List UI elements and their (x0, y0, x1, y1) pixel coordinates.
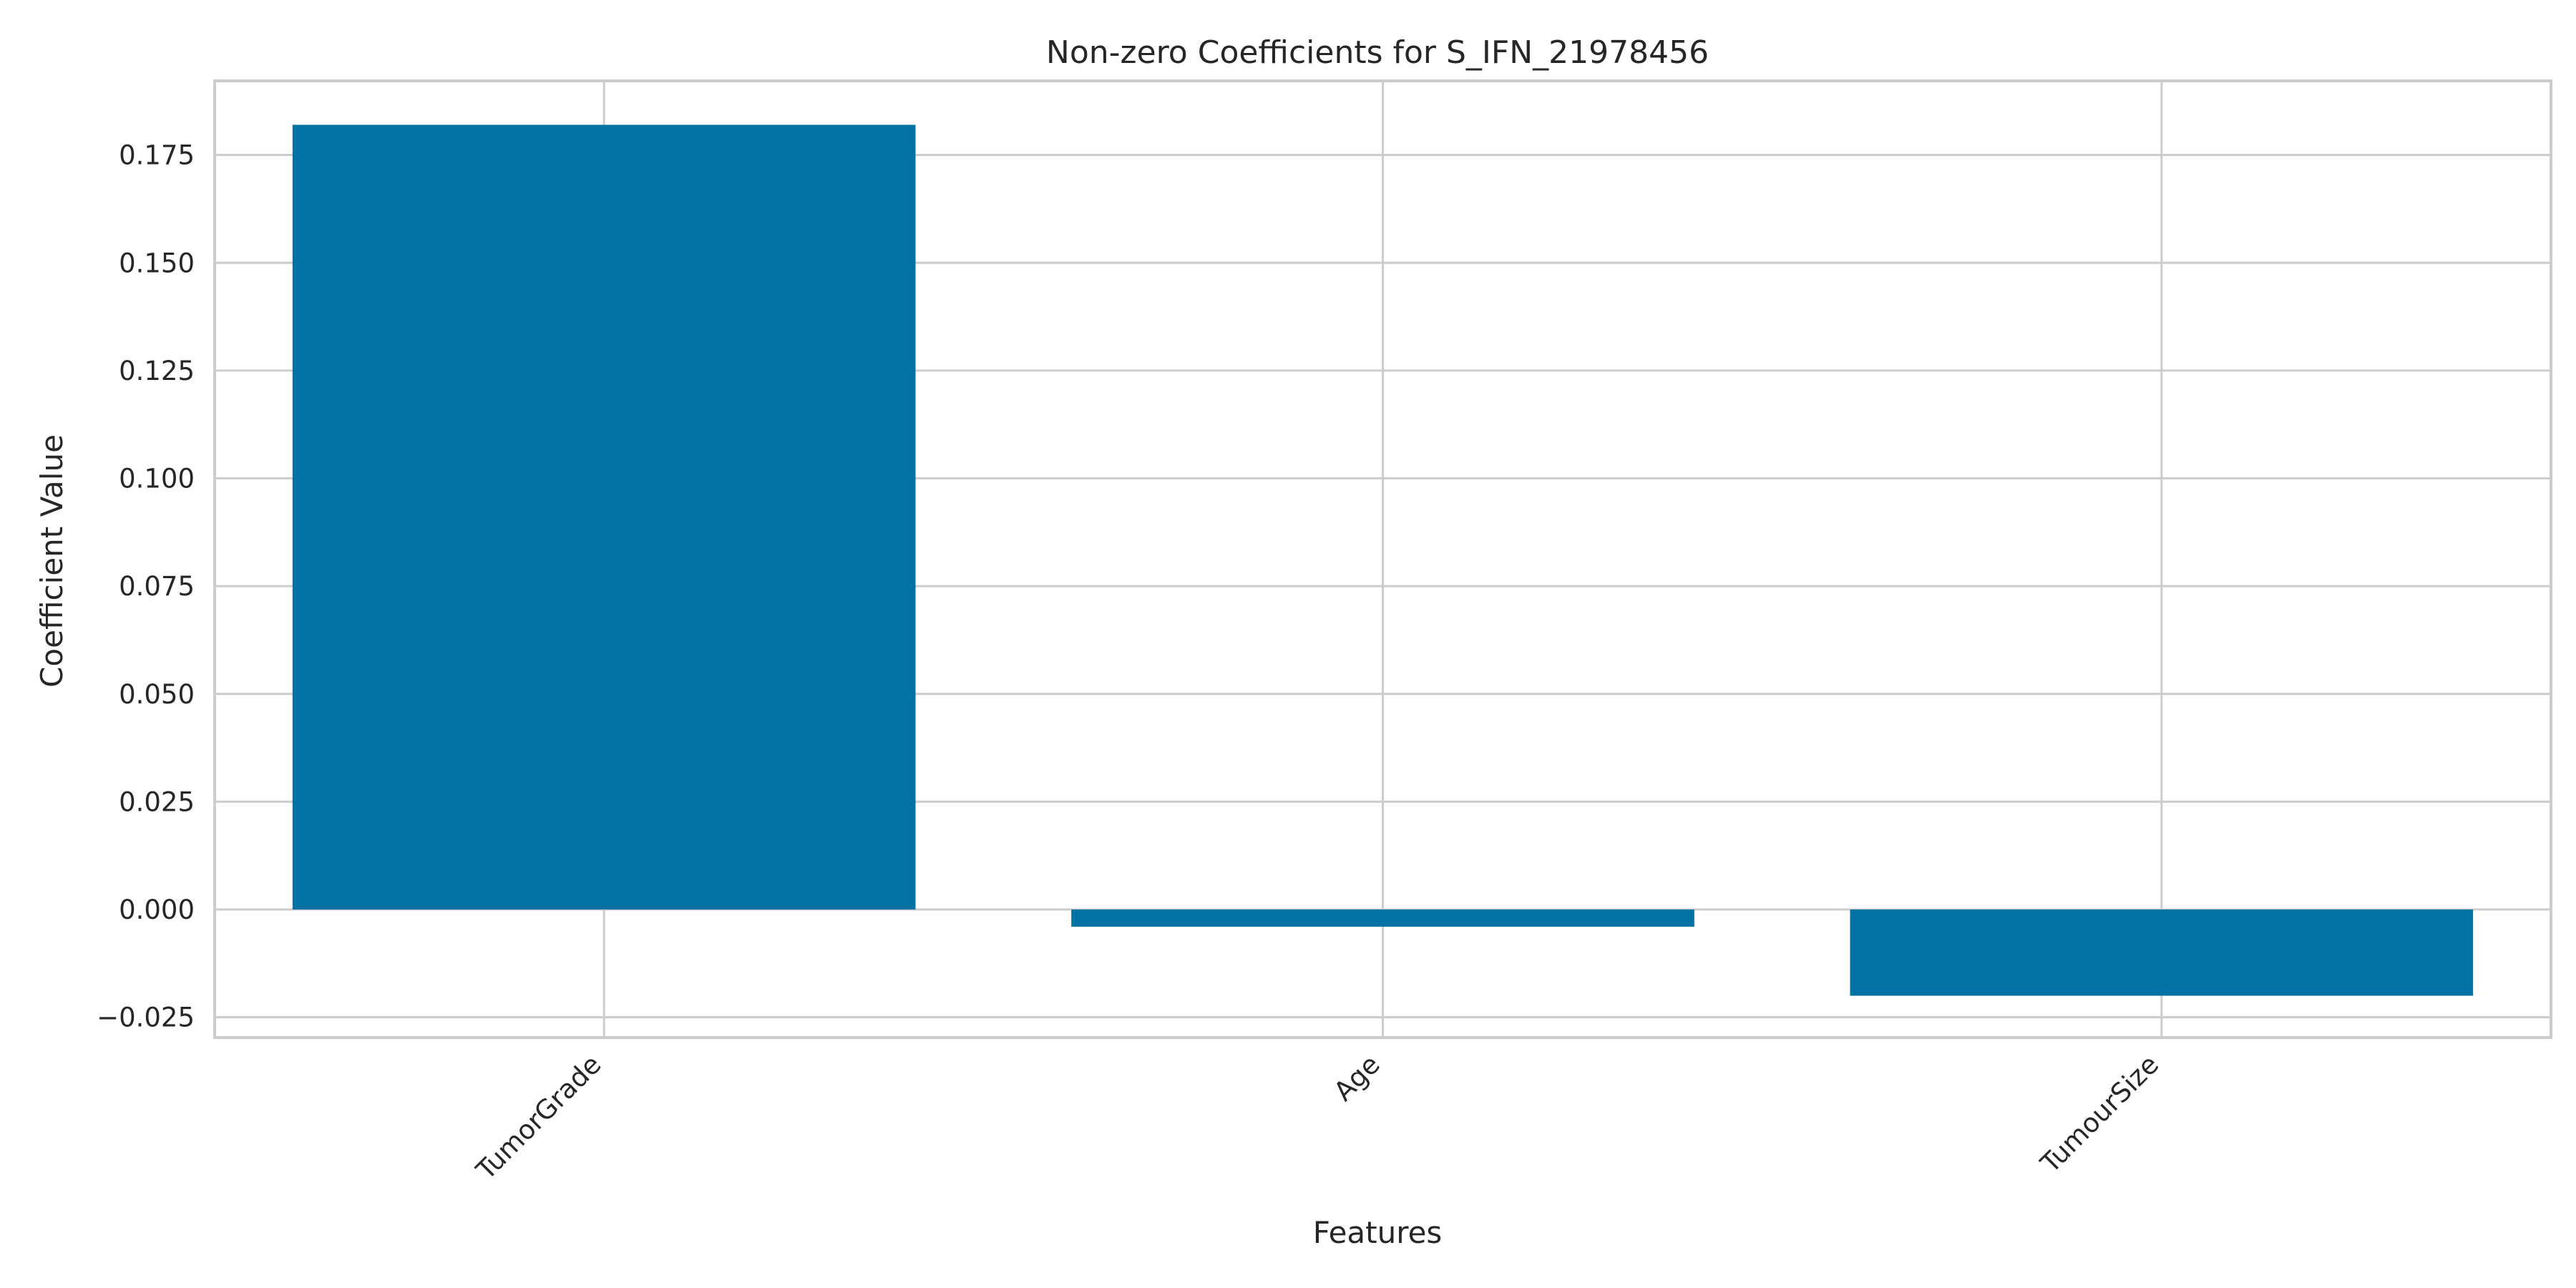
y-tick-label: 0.125 (119, 356, 195, 386)
x-axis-label: Features (1313, 1215, 1443, 1250)
y-tick-label: 0.100 (119, 464, 195, 494)
y-tick-label: 0.025 (119, 786, 195, 817)
y-tick-label: 0.000 (119, 894, 195, 925)
y-tick-label: 0.050 (119, 679, 195, 710)
y-tick-label: −0.025 (97, 1002, 195, 1033)
bar-tumoursize (1850, 909, 2474, 996)
bar-tumorgrade (292, 125, 916, 910)
y-tick-label: 0.175 (119, 140, 195, 171)
y-axis-label: Coefficient Value (34, 434, 69, 688)
y-tick-labels: −0.025 0.000 0.025 0.050 0.075 0.100 0.125 0.15… (97, 140, 195, 1033)
y-tick-label: 0.150 (119, 248, 195, 278)
y-tick-label: 0.075 (119, 571, 195, 602)
bars-layer (292, 125, 2474, 996)
bar-age (1071, 909, 1694, 927)
chart-title: Non-zero Coefficients for S_IFN_21978456 (1046, 34, 1709, 71)
plot-frame (213, 79, 2552, 1039)
